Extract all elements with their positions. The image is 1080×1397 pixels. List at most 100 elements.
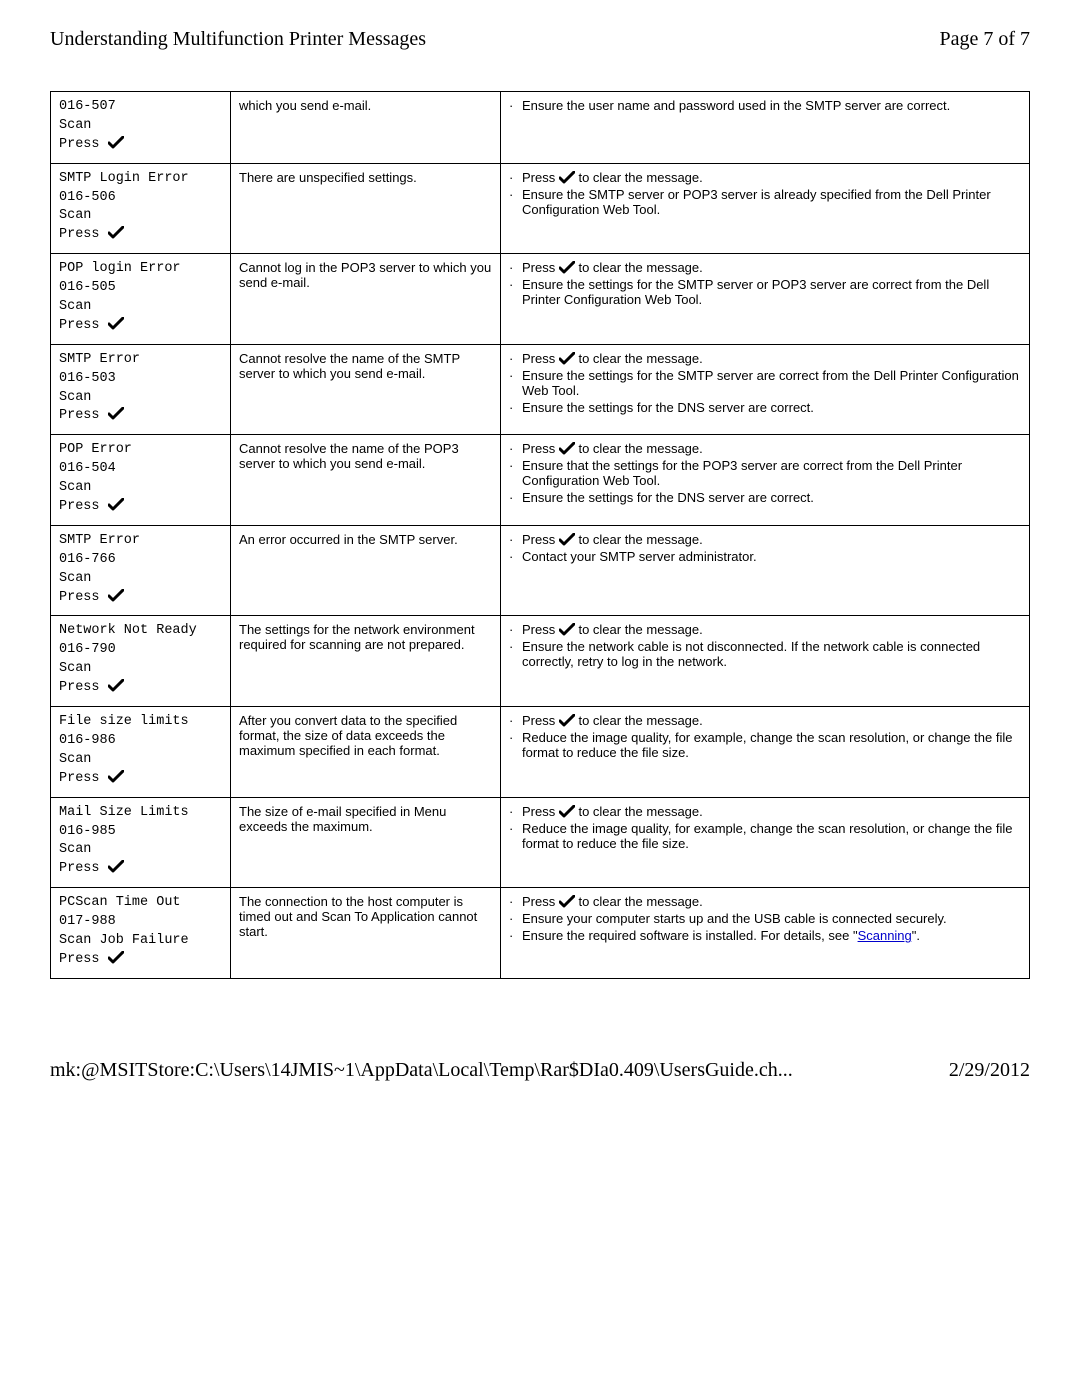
action-cell: ·Press to clear the message. ·Ensure the … (501, 163, 1030, 254)
action-cell: ·Ensure the user name and password used … (501, 92, 1030, 164)
press-line: Press (59, 498, 222, 517)
code-line: 017-988 (59, 913, 222, 932)
action-cell: ·Press to clear the message.·Ensure the … (501, 344, 1030, 435)
description-cell: After you convert data to the specified … (231, 707, 501, 798)
code-line: File size limits (59, 713, 222, 732)
action-text: Contact your SMTP server administrator. (519, 549, 1021, 564)
bullet-icon: · (509, 713, 519, 728)
action-item: ·Ensure the required software is install… (509, 928, 1021, 943)
code-line: Scan Job Failure (59, 932, 222, 951)
action-text: Press to clear the message. (519, 532, 1021, 547)
bullet-icon: · (509, 351, 519, 366)
code-line: Scan (59, 841, 222, 860)
bullet-icon: · (509, 730, 519, 745)
bullet-icon: · (509, 894, 519, 909)
table-row: POP login Error016-505ScanPress Cannot l… (51, 254, 1030, 345)
bullet-icon: · (509, 368, 519, 383)
check-icon (108, 771, 124, 786)
action-item: ·Press to clear the message. (509, 351, 1021, 366)
action-item: ·Ensure the settings for the SMTP server… (509, 368, 1021, 398)
error-code-cell: Mail Size Limits016-985ScanPress (51, 797, 231, 888)
action-text: Ensure the settings for the DNS server a… (519, 490, 1021, 505)
action-item: ·Reduce the image quality, for example, … (509, 821, 1021, 851)
action-cell: ·Press to clear the message. ·Reduce the … (501, 797, 1030, 888)
bullet-icon: · (509, 804, 519, 819)
code-line: 016-505 (59, 279, 222, 298)
check-icon (108, 952, 124, 967)
error-code-cell: File size limits016-986ScanPress (51, 707, 231, 798)
scanning-link[interactable]: Scanning (858, 928, 912, 943)
action-item: ·Ensure the settings for the DNS server … (509, 400, 1021, 415)
table-row: SMTP Error016-503ScanPress Cannot resolv… (51, 344, 1030, 435)
action-cell: ·Press to clear the message.·Ensure that… (501, 435, 1030, 526)
bullet-icon: · (509, 911, 519, 926)
action-cell: ·Press to clear the message.·Ensure the … (501, 616, 1030, 707)
press-line: Press (59, 136, 222, 155)
code-line: 016-790 (59, 641, 222, 660)
code-line: POP login Error (59, 260, 222, 279)
code-line: SMTP Error (59, 351, 222, 370)
action-item: ·Contact your SMTP server administrator. (509, 549, 1021, 564)
press-line: Press (59, 317, 222, 336)
check-icon (559, 441, 575, 456)
table-row: SMTP Login Error016-506ScanPress There a… (51, 163, 1030, 254)
action-item: ·Ensure the user name and password used … (509, 98, 1021, 113)
code-line: 016-506 (59, 189, 222, 208)
table-row: POP Error016-504ScanPress Cannot resolve… (51, 435, 1030, 526)
bullet-icon: · (509, 187, 519, 202)
action-cell: ·Press to clear the message. ·Contact you… (501, 525, 1030, 616)
table-row: Network Not Ready016-790ScanPress The se… (51, 616, 1030, 707)
action-text: Press to clear the message. (519, 351, 1021, 366)
bullet-icon: · (509, 490, 519, 505)
code-line: Scan (59, 479, 222, 498)
code-line: SMTP Error (59, 532, 222, 551)
description-cell: An error occurred in the SMTP server. (231, 525, 501, 616)
table-row: Mail Size Limits016-985ScanPress The siz… (51, 797, 1030, 888)
check-icon (108, 318, 124, 333)
code-line: Network Not Ready (59, 622, 222, 641)
error-code-cell: POP Error016-504ScanPress (51, 435, 231, 526)
code-line: Scan (59, 570, 222, 589)
bullet-icon: · (509, 458, 519, 473)
footer-path: mk:@MSITStore:C:\Users\14JMIS~1\AppData\… (50, 1059, 793, 1082)
action-text: Ensure the settings for the DNS server a… (519, 400, 1021, 415)
code-line: 016-507 (59, 98, 222, 117)
check-icon (108, 861, 124, 876)
header-title: Understanding Multifunction Printer Mess… (50, 28, 426, 51)
action-item: ·Press to clear the message. (509, 894, 1021, 909)
error-message-table: 016-507ScanPress which you send e-mail.·… (50, 91, 1030, 979)
action-text: Reduce the image quality, for example, c… (519, 730, 1021, 760)
bullet-icon: · (509, 441, 519, 456)
action-item: ·Reduce the image quality, for example, … (509, 730, 1021, 760)
check-icon (559, 713, 575, 728)
action-item: ·Ensure the settings for the DNS server … (509, 490, 1021, 505)
action-text: Press to clear the message. (519, 894, 1021, 909)
description-cell: The settings for the network environment… (231, 616, 501, 707)
code-line: Mail Size Limits (59, 804, 222, 823)
action-text: Press to clear the message. (519, 170, 1021, 185)
code-line: SMTP Login Error (59, 170, 222, 189)
code-line: 016-766 (59, 551, 222, 570)
action-text: Ensure that the settings for the POP3 se… (519, 458, 1021, 488)
code-line: Scan (59, 389, 222, 408)
action-cell: ·Press to clear the message.·Ensure your… (501, 888, 1030, 979)
action-item: ·Press to clear the message. (509, 170, 1021, 185)
action-text: Press to clear the message. (519, 804, 1021, 819)
check-icon (559, 894, 575, 909)
action-text: Ensure the SMTP server or POP3 server is… (519, 187, 1021, 217)
page-footer: mk:@MSITStore:C:\Users\14JMIS~1\AppData\… (50, 1059, 1030, 1082)
bullet-icon: · (509, 622, 519, 637)
action-text: Ensure the network cable is not disconne… (519, 639, 1021, 669)
error-code-cell: SMTP Login Error016-506ScanPress (51, 163, 231, 254)
action-item: ·Ensure the network cable is not disconn… (509, 639, 1021, 669)
check-icon (559, 260, 575, 275)
bullet-icon: · (509, 549, 519, 564)
bullet-icon: · (509, 639, 519, 654)
table-row: File size limits016-986ScanPress After y… (51, 707, 1030, 798)
check-icon (108, 499, 124, 514)
footer-date: 2/29/2012 (949, 1059, 1030, 1082)
code-line: 016-503 (59, 370, 222, 389)
action-item: ·Press to clear the message. (509, 713, 1021, 728)
action-text: Press to clear the message. (519, 260, 1021, 275)
code-line: Scan (59, 298, 222, 317)
